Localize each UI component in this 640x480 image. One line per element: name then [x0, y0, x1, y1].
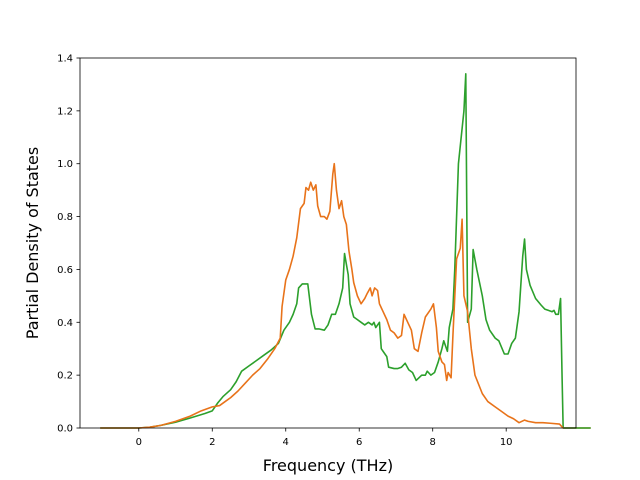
y-tick-label: 0.8 [57, 212, 73, 223]
series-line-0 [100, 73, 564, 429]
x-tick-label: 10 [500, 437, 513, 448]
x-axis-ticks: 0 2 4 6 8 10 [136, 428, 513, 448]
y-axis-ticks: 0.0 0.2 0.4 0.6 0.8 1.0 1.2 1.4 [57, 54, 80, 435]
x-tick-label: 0 [136, 437, 142, 448]
y-axis-label: Partial Density of States [23, 147, 42, 339]
y-tick-label: 0.2 [57, 371, 73, 382]
y-tick-label: 1.4 [57, 54, 73, 65]
x-tick-label: 8 [430, 437, 436, 448]
y-tick-label: 0.0 [57, 424, 73, 435]
y-tick-label: 1.0 [57, 159, 73, 170]
plot-frame [79, 57, 577, 429]
x-tick-label: 2 [209, 437, 215, 448]
x-tick-label: 4 [283, 437, 289, 448]
y-tick-label: 0.6 [57, 265, 73, 276]
x-axis-label: Frequency (THz) [263, 456, 393, 475]
x-tick-label: 6 [356, 437, 362, 448]
y-tick-label: 0.4 [57, 318, 73, 329]
y-tick-label: 1.2 [57, 106, 73, 117]
series-line-1 [100, 162, 591, 429]
